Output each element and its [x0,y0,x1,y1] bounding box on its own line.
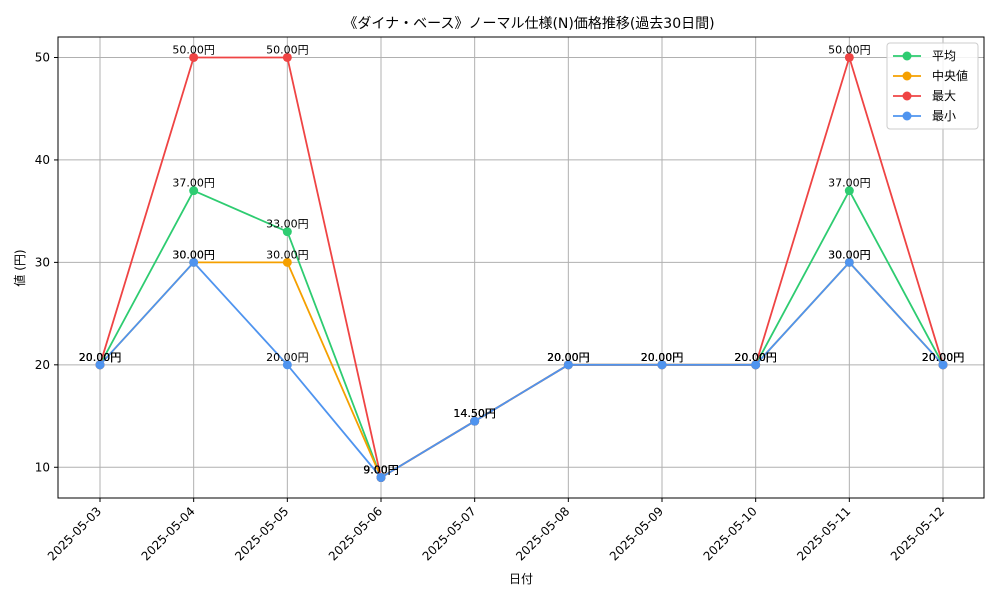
data-label: 20.00円 [79,351,122,364]
y-tick-label: 20 [35,358,50,372]
grid-layer [58,37,984,498]
data-point [282,257,292,267]
data-point [95,360,105,370]
data-label: 20.00円 [922,351,965,364]
data-point [189,186,199,196]
data-label: 20.00円 [641,351,684,364]
data-point [282,227,292,237]
data-point [938,360,948,370]
data-label: 20.00円 [641,351,684,364]
data-point [282,52,292,62]
data-point [751,360,761,370]
legend-label: 最小 [932,109,956,123]
data-label: 20.00円 [734,351,777,364]
data-point [657,360,667,370]
data-label: 20.00円 [641,351,684,364]
series-line-1 [99,189,944,479]
data-label: 9.00円 [363,464,399,477]
data-label: 20.00円 [79,351,122,364]
x-tick-label: 2025-05-11 [794,504,853,563]
x-tick-label: 2025-05-03 [45,504,104,563]
data-point [844,186,854,196]
x-axis-title: 日付 [509,572,533,586]
data-point [376,473,386,483]
data-point [189,257,199,267]
data-labels-layer: 20.00円 37.00円 33.00円 9.00円 14.50円 20.00円 20.00… [79,43,965,476]
data-label: 14.50円 [453,407,496,420]
data-label: 20.00円 [79,351,122,364]
legend-label: 平均 [932,49,956,63]
legend-marker [902,51,912,61]
x-tick-label: 2025-05-07 [420,504,479,563]
data-label: 20.00円 [922,351,965,364]
data-label: 20.00円 [79,351,122,364]
data-label: 9.00円 [363,464,399,477]
data-label: 20.00円 [922,351,965,364]
x-tick-label: 2025-05-04 [139,504,198,563]
data-label: 9.00円 [363,464,399,477]
data-label: 20.00円 [547,351,590,364]
axes-layer: 10 20 30 40 50 2025-05-03 2025-05-04 2025-05-05… [35,36,985,563]
y-tick-label: 50 [35,50,50,64]
data-label: 50.00円 [266,43,309,56]
y-tick-label: 40 [35,153,50,167]
chart-title: 《ダイナ・ベース》ノーマル仕様(N)価格推移(過去30日間) [343,16,714,32]
y-tick-label: 10 [35,460,50,474]
data-label: 9.00円 [363,464,399,477]
x-tick-label: 2025-05-09 [607,504,666,563]
data-label: 20.00円 [734,351,777,364]
data-label: 37.00円 [828,177,871,190]
data-label: 50.00円 [828,43,871,56]
data-point [844,257,854,267]
data-label: 30.00円 [828,248,871,261]
data-point [844,52,854,62]
data-label: 33.00円 [266,218,309,231]
data-point [563,360,573,370]
x-tick-label: 2025-05-05 [232,504,291,563]
data-label: 37.00円 [172,177,215,190]
x-tick-label: 2025-05-06 [326,504,385,563]
series-layer [95,52,948,483]
legend-marker [902,71,912,81]
data-label: 30.00円 [828,248,871,261]
legend-label: 最大 [932,89,956,103]
data-point [282,360,292,370]
data-label: 50.00円 [172,43,215,56]
data-label: 20.00円 [547,351,590,364]
plot-frame [57,36,985,499]
legend-marker [902,111,912,121]
series-line-3 [99,56,944,479]
legend-box [886,42,979,130]
x-tick-label: 2025-05-12 [888,504,947,563]
data-point [470,416,480,426]
data-label: 14.50円 [453,407,496,420]
data-label: 20.00円 [734,351,777,364]
series-line-2 [99,261,944,479]
legend-label: 中央値 [932,68,968,83]
data-label: 20.00円 [547,351,590,364]
x-tick-label: 2025-05-10 [701,504,760,563]
series-line-4 [99,261,944,479]
x-tick-label: 2025-05-08 [513,504,572,563]
data-point [189,52,199,62]
data-label: 20.00円 [641,351,684,364]
data-label: 30.00円 [172,248,215,261]
legend-marker [902,91,912,101]
data-label: 20.00円 [266,351,309,364]
y-axis-title: 値 (円) [12,249,27,286]
data-label: 14.50円 [453,407,496,420]
y-tick-label: 30 [35,255,50,269]
data-label: 20.00円 [547,351,590,364]
data-label: 20.00円 [734,351,777,364]
data-label: 30.00円 [172,248,215,261]
data-label: 20.00円 [922,351,965,364]
data-label: 30.00円 [266,248,309,261]
data-label: 14.50円 [453,407,496,420]
